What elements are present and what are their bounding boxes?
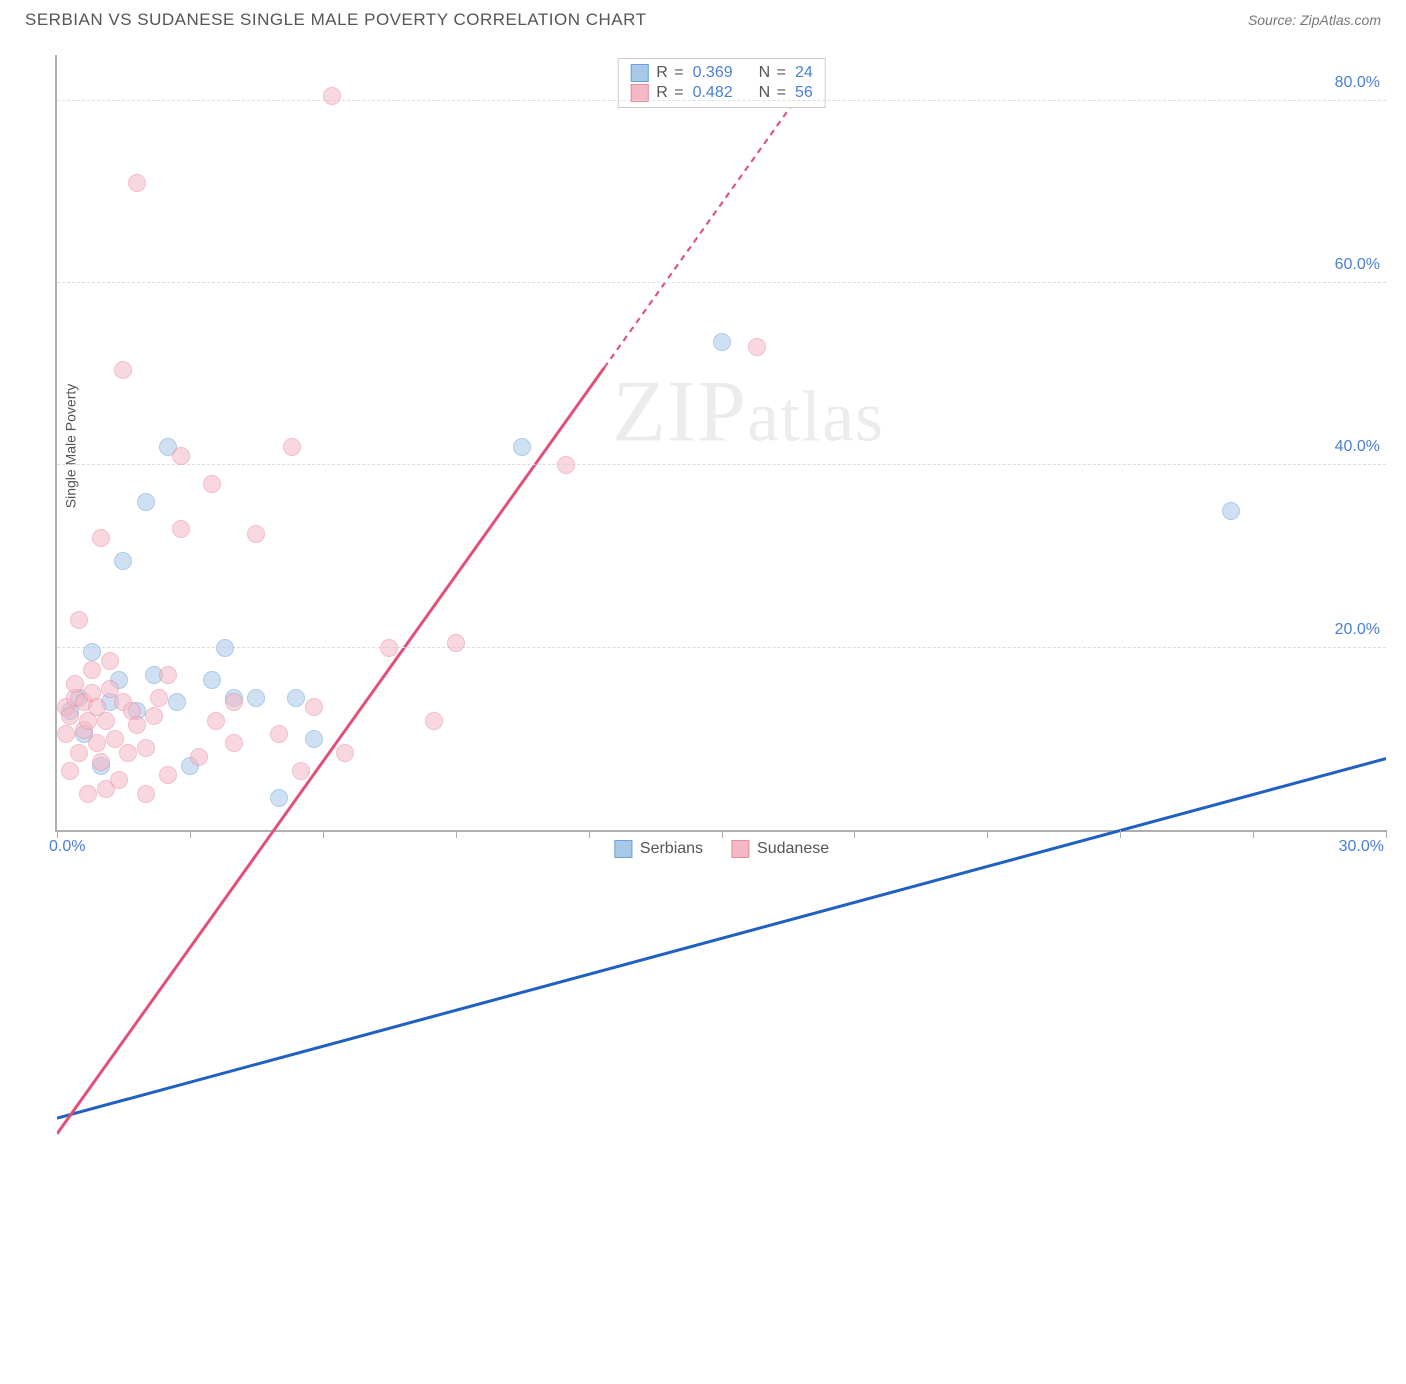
data-point (305, 698, 323, 716)
data-point (1222, 502, 1240, 520)
x-tick (987, 830, 988, 838)
data-point (97, 712, 115, 730)
data-point (110, 771, 128, 789)
data-point (247, 525, 265, 543)
data-point (61, 762, 79, 780)
trend-lines (57, 55, 1386, 1384)
y-tick-label: 60.0% (1335, 256, 1380, 274)
x-tick (323, 830, 324, 838)
source-label: Source: (1248, 12, 1300, 28)
data-point (380, 639, 398, 657)
data-point (92, 753, 110, 771)
x-tick (1120, 830, 1121, 838)
data-point (287, 689, 305, 707)
data-point (323, 87, 341, 105)
data-point (447, 634, 465, 652)
data-point (336, 744, 354, 762)
chart-header: SERBIAN VS SUDANESE SINGLE MALE POVERTY … (0, 0, 1406, 36)
data-point (137, 493, 155, 511)
data-point (83, 661, 101, 679)
data-point (159, 666, 177, 684)
data-point (190, 748, 208, 766)
data-point (247, 689, 265, 707)
x-tick (854, 830, 855, 838)
series-legend: Serbians Sudanese (614, 840, 829, 858)
data-point (425, 712, 443, 730)
legend-item: Sudanese (731, 840, 829, 858)
x-tick (1253, 830, 1254, 838)
data-point (270, 725, 288, 743)
data-point (713, 333, 731, 351)
r-label: R = (656, 64, 684, 82)
legend-row: R = 0.369 N = 24 (630, 63, 813, 83)
data-point (225, 734, 243, 752)
data-point (292, 762, 310, 780)
gridline (57, 282, 1386, 283)
x-tick (722, 830, 723, 838)
data-point (79, 785, 97, 803)
n-label: N = (759, 64, 787, 82)
data-point (172, 520, 190, 538)
legend-label: Sudanese (757, 840, 829, 858)
x-axis-min-label: 0.0% (49, 838, 85, 856)
watermark-logo: ZIPatlas (612, 361, 884, 462)
n-value: 24 (795, 64, 813, 82)
gridline (57, 464, 1386, 465)
x-axis-max-label: 30.0% (1339, 838, 1384, 856)
chart-title: SERBIAN VS SUDANESE SINGLE MALE POVERTY … (25, 10, 646, 30)
data-point (283, 438, 301, 456)
data-point (150, 689, 168, 707)
scatter-chart: ZIPatlas R =0.369N =24R =0.482N =56 Serb… (55, 55, 1386, 832)
source-name: ZipAtlas.com (1300, 12, 1381, 28)
x-tick (57, 830, 58, 838)
source-attribution: Source: ZipAtlas.com (1248, 12, 1381, 28)
data-point (159, 766, 177, 784)
gridline (57, 100, 1386, 101)
x-tick (589, 830, 590, 838)
data-point (57, 725, 75, 743)
legend-swatch (731, 840, 749, 858)
data-point (70, 611, 88, 629)
x-tick (190, 830, 191, 838)
data-point (128, 174, 146, 192)
data-point (748, 338, 766, 356)
data-point (172, 447, 190, 465)
x-tick (1386, 830, 1387, 838)
data-point (101, 652, 119, 670)
data-point (168, 693, 186, 711)
legend-swatch (614, 840, 632, 858)
data-point (557, 456, 575, 474)
data-point (70, 744, 88, 762)
x-tick (456, 830, 457, 838)
data-point (225, 693, 243, 711)
data-point (66, 675, 84, 693)
data-point (270, 789, 288, 807)
y-tick-label: 40.0% (1335, 438, 1380, 456)
data-point (83, 643, 101, 661)
data-point (305, 730, 323, 748)
data-point (137, 785, 155, 803)
data-point (128, 716, 146, 734)
r-value: 0.369 (693, 64, 733, 82)
data-point (145, 707, 163, 725)
data-point (88, 734, 106, 752)
y-tick-label: 80.0% (1335, 74, 1380, 92)
data-point (203, 475, 221, 493)
data-point (137, 739, 155, 757)
legend-swatch (630, 64, 648, 82)
y-tick-label: 20.0% (1335, 621, 1380, 639)
data-point (119, 744, 137, 762)
gridline (57, 647, 1386, 648)
data-point (216, 639, 234, 657)
legend-label: Serbians (640, 840, 703, 858)
data-point (92, 529, 110, 547)
data-point (114, 361, 132, 379)
data-point (114, 552, 132, 570)
data-point (207, 712, 225, 730)
data-point (513, 438, 531, 456)
legend-item: Serbians (614, 840, 703, 858)
data-point (203, 671, 221, 689)
